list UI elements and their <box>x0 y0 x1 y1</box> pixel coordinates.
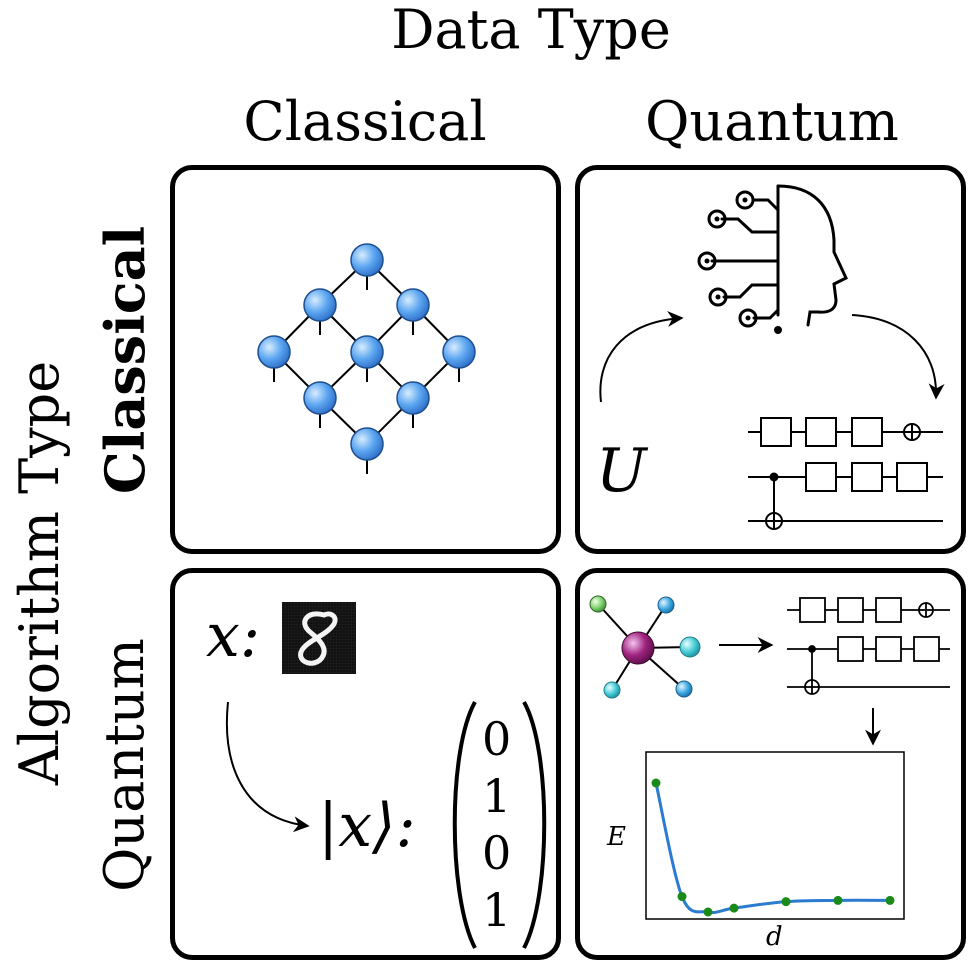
tensor-nodes <box>257 243 476 461</box>
gate-box <box>805 462 837 492</box>
vector-entry: 0 <box>482 826 512 880</box>
vector-brackets <box>452 701 547 949</box>
chart-frame <box>645 751 905 920</box>
gate-box <box>851 417 883 447</box>
gate-box <box>799 597 826 623</box>
gate-box <box>875 597 902 623</box>
energy-point <box>651 778 661 788</box>
tensor-node <box>303 381 337 415</box>
column-label-classical: Classical <box>243 90 487 153</box>
gate-box <box>837 597 864 623</box>
gate-box <box>913 636 940 662</box>
tensor-node <box>350 427 384 461</box>
vector-entry: 0 <box>482 712 512 766</box>
energy-point <box>729 903 739 913</box>
vector-entry: 1 <box>482 769 512 823</box>
atom-center <box>621 631 655 665</box>
gate-box <box>851 462 883 492</box>
tensor-node <box>396 288 430 322</box>
gate-box <box>760 417 792 447</box>
chart-xlabel: d <box>766 922 783 952</box>
energy-points <box>651 778 895 917</box>
column-label-quantum: Quantum <box>645 90 899 153</box>
ket-label: |x⟩: <box>318 791 416 861</box>
gate-box <box>896 462 928 492</box>
tensor-node <box>303 288 337 322</box>
atom <box>657 596 675 614</box>
tensor-node <box>442 335 476 369</box>
arrow-to-ai <box>599 310 684 403</box>
gate-box <box>875 636 902 662</box>
energy-point <box>677 892 687 902</box>
quantum-circuit-1 <box>748 417 943 530</box>
unitary-label: U <box>596 436 647 506</box>
mnist-image <box>282 602 356 674</box>
energy-point <box>703 907 713 917</box>
x-label: x: <box>206 601 261 671</box>
molecule <box>589 595 701 699</box>
atom <box>675 680 693 698</box>
data-type-title: Data Type <box>391 0 671 61</box>
gate-box <box>805 417 837 447</box>
energy-point <box>781 897 791 907</box>
arrow-to-ket <box>225 701 310 833</box>
tensor-node <box>257 335 291 369</box>
energy-point <box>885 895 895 905</box>
ai-head-icon <box>697 184 848 334</box>
atom <box>679 636 701 658</box>
arrow-to-circuit <box>851 314 945 400</box>
tensor-node <box>350 243 384 277</box>
panel-quantum-quantum <box>575 568 966 960</box>
tensor-node <box>396 381 430 415</box>
atom <box>589 595 607 613</box>
tensor-node <box>350 335 384 369</box>
energy-curve-line <box>654 782 891 914</box>
energy-chart <box>645 751 905 920</box>
gate-box <box>837 636 864 662</box>
vector-entry: 1 <box>482 883 512 937</box>
panel-classical-classical <box>170 165 561 554</box>
quantum-circuit-2 <box>787 597 950 695</box>
panel-quantum-classical <box>170 568 561 960</box>
atom <box>603 681 621 699</box>
chart-ylabel: E <box>607 822 626 852</box>
energy-point <box>833 895 843 905</box>
